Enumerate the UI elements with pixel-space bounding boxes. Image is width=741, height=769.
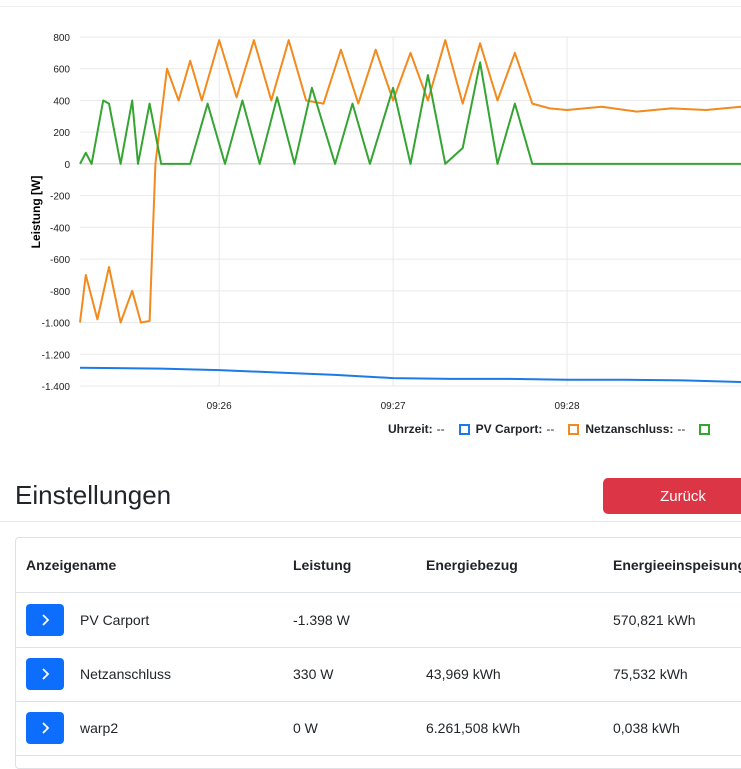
y-tick-label: 600 [53,65,70,76]
row-name: warp2 [80,720,119,736]
settings-title: Einstellungen [15,480,172,510]
y-tick-label: -200 [50,192,70,203]
back-button[interactable]: Zurück [603,478,741,514]
y-tick-label: -800 [50,287,70,298]
chart-grid [80,36,741,387]
y-axis-label: Leistung [W] [29,176,43,249]
section-divider [0,521,741,522]
column-header-import: Energiebezug [426,557,518,573]
chevron-right-icon [42,614,50,626]
power-chart[interactable]: 800 600 400 200 0 -200 -400 -600 -800 -1.000 -1.20… [0,0,741,440]
netzanschluss-line [79,39,741,324]
meter-table: Anzeigename Leistung Energiebezug Energi… [15,537,741,769]
expand-row-button[interactable] [26,658,64,690]
expand-row-button[interactable] [26,712,64,744]
third-series-line [79,61,741,165]
row-power: 330 W [293,666,334,682]
legend-netzanschluss-label[interactable]: Netzanschluss: [585,422,674,436]
y-tick-label: 200 [53,128,70,139]
table-header-row: Anzeigename Leistung Energiebezug Energi… [16,538,741,593]
pv-carport-line [79,366,741,383]
chevron-right-icon [42,668,50,680]
y-tick-label: 400 [53,96,70,107]
table-row: PV Carport -1.398 W 570,821 kWh [16,593,741,648]
row-import: 6.261,508 kWh [426,720,521,736]
expand-row-button[interactable] [26,604,64,636]
legend-pv-carport-label[interactable]: PV Carport: [475,422,543,436]
x-tick-label: 09:28 [555,401,580,412]
legend-pv-carport-swatch[interactable] [458,423,470,435]
legend-time-value: -- [436,422,445,436]
x-axis-ticks: 09:26 09:27 09:28 [207,401,580,412]
y-tick-label: -1.000 [42,319,71,330]
row-power: 0 W [293,720,318,736]
chart-legend: Uhrzeit: -- PV Carport: -- Netzanschluss… [388,419,716,439]
column-header-export: Energieeinspeisung [613,557,741,573]
legend-time-label: Uhrzeit: [388,422,433,436]
column-header-name: Anzeigename [26,557,117,573]
y-axis-ticks: 800 600 400 200 0 -200 -400 -600 -800 -1.000 -1.20… [42,33,71,393]
y-tick-label: -1.200 [42,350,71,361]
y-tick-label: -400 [50,223,70,234]
row-export: 75,532 kWh [613,666,688,682]
y-tick-label: -600 [50,255,70,266]
row-export: 570,821 kWh [613,612,696,628]
legend-netzanschluss-swatch[interactable] [568,423,580,435]
x-tick-label: 09:27 [381,401,406,412]
x-tick-label: 09:26 [207,401,232,412]
chart-series [79,39,741,383]
top-divider [0,6,741,7]
column-header-power: Leistung [293,557,352,573]
row-import: 43,969 kWh [426,666,501,682]
table-row: warp2 0 W 6.261,508 kWh 0,038 kWh [16,701,741,756]
row-export: 0,038 kWh [613,720,680,736]
chevron-right-icon [42,722,50,734]
legend-pv-carport-value: -- [546,422,555,436]
row-name: Netzanschluss [80,666,172,682]
row-name: PV Carport [80,612,150,628]
legend-third-series-swatch[interactable] [699,423,711,435]
row-power: -1.398 W [293,612,350,628]
y-tick-label: -1.400 [42,382,71,393]
table-row: Netzanschluss 330 W 43,969 kWh 75,532 kW… [16,647,741,702]
y-tick-label: 800 [53,33,70,44]
legend-netzanschluss-value: -- [677,422,686,436]
y-tick-label: 0 [64,160,70,171]
